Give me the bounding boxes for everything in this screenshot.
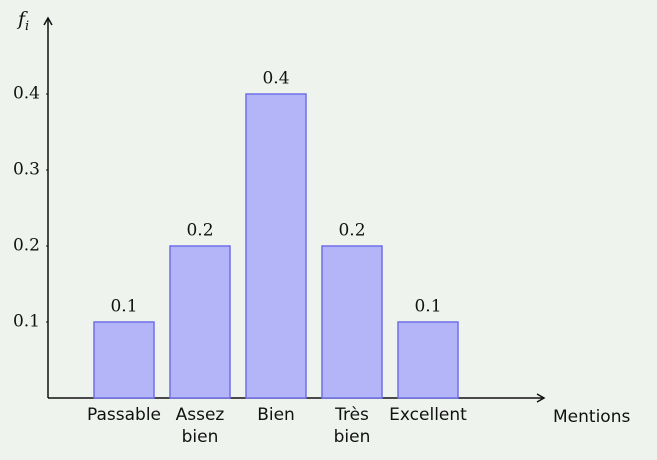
y-tick-label: 0.1 xyxy=(13,312,40,332)
value-label: 0.1 xyxy=(414,297,441,317)
value-label: 0.2 xyxy=(338,221,365,241)
bar xyxy=(93,321,155,399)
bar xyxy=(169,245,231,399)
x-tick-label: Bien xyxy=(257,405,295,425)
x-tick-label: Passable xyxy=(86,405,162,425)
y-label: f xyxy=(18,8,26,30)
value-label: 0.1 xyxy=(110,297,137,317)
y-tick-label: 0.3 xyxy=(13,160,40,180)
y-tick-label: 0.4 xyxy=(13,84,40,104)
y-label-sub: i xyxy=(25,18,30,34)
bar xyxy=(321,245,383,399)
value-label: 0.2 xyxy=(186,221,213,241)
x-tick-label: Excellent xyxy=(389,405,467,425)
x-tick-label: Très bien xyxy=(333,405,371,447)
x-axis-label: Mentions xyxy=(553,407,631,427)
bar xyxy=(245,93,307,399)
value-label: 0.4 xyxy=(262,69,289,89)
y-axis-label: fi xyxy=(18,8,29,34)
x-tick-label: Assez bien xyxy=(175,405,225,447)
bar xyxy=(397,321,459,399)
y-tick-label: 0.2 xyxy=(13,236,40,256)
